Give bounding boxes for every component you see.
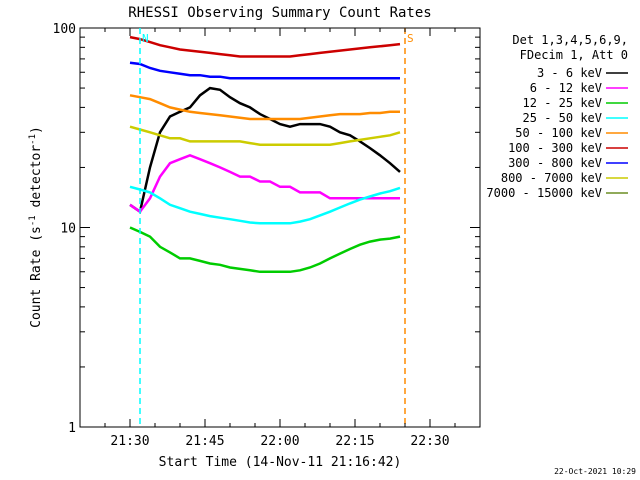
chart-title: RHESSI Observing Summary Count Rates [128,5,431,21]
x-tick-label-1: 21:45 [185,434,224,449]
series-line-3 [129,185,401,225]
legend-label-6: 300 - 800 keV [508,156,602,170]
flag-marker-label-1: S [407,32,414,45]
y-axis-label-sup1: -1 [28,215,38,226]
series-line-7 [129,125,401,146]
series-line-4 [129,94,400,121]
x-tick-label-2: 22:00 [260,434,299,449]
y-axis-label-close: ) [29,126,44,134]
legend-label-2: 12 - 25 keV [523,96,602,110]
series-line-2 [129,226,401,274]
x-tick-label-0: 21:30 [110,434,149,449]
x-axis-label: Start Time (14-Nov-11 21:16:42) [159,455,402,470]
footer-date: 22-Oct-2021 10:29 [554,467,636,476]
y-axis-label-head: Count Rate (s [29,226,44,328]
legend-label-4: 50 - 100 keV [515,126,602,140]
flag-marker-label-0: N [142,32,149,45]
y-tick-label-0: 1 [68,421,76,436]
y-tick-label-1: 10 [60,222,76,237]
series-line-0 [129,86,401,214]
legend-label-5: 100 - 300 keV [508,141,602,155]
series-line-5 [129,35,401,58]
plot-area: N S 21:30 21:45 22:00 22:15 22:30 1 10 100 [53,22,481,449]
legend-label-7: 800 - 7000 keV [501,171,602,185]
x-tick-label-4: 22:30 [410,434,449,449]
y-axis-label-tail: detector [29,145,44,216]
legend-label-0: 3 - 6 keV [537,66,602,80]
series-line-1 [129,153,400,214]
series-line-6 [129,61,400,80]
y-axis-label-sup2: -1 [28,134,38,145]
legend-label-8: 7000 - 15000 keV [486,186,602,200]
legend-header-line-2: FDecim 1, Att 0 [520,48,628,62]
x-tick-label-3: 22:15 [335,434,374,449]
legend-label-3: 25 - 50 keV [523,111,602,125]
legend-label-1: 6 - 12 keV [530,81,602,95]
y-tick-label-2: 100 [53,22,76,37]
plot-frame [79,27,481,428]
legend-header-line-1: Det 1,3,4,5,6,9, [512,33,628,47]
legend: Det 1,3,4,5,6,9, FDecim 1, Att 0 3 - 6 k… [486,33,628,200]
y-axis-label: Count Rate (s-1 detector-1) [28,126,44,328]
